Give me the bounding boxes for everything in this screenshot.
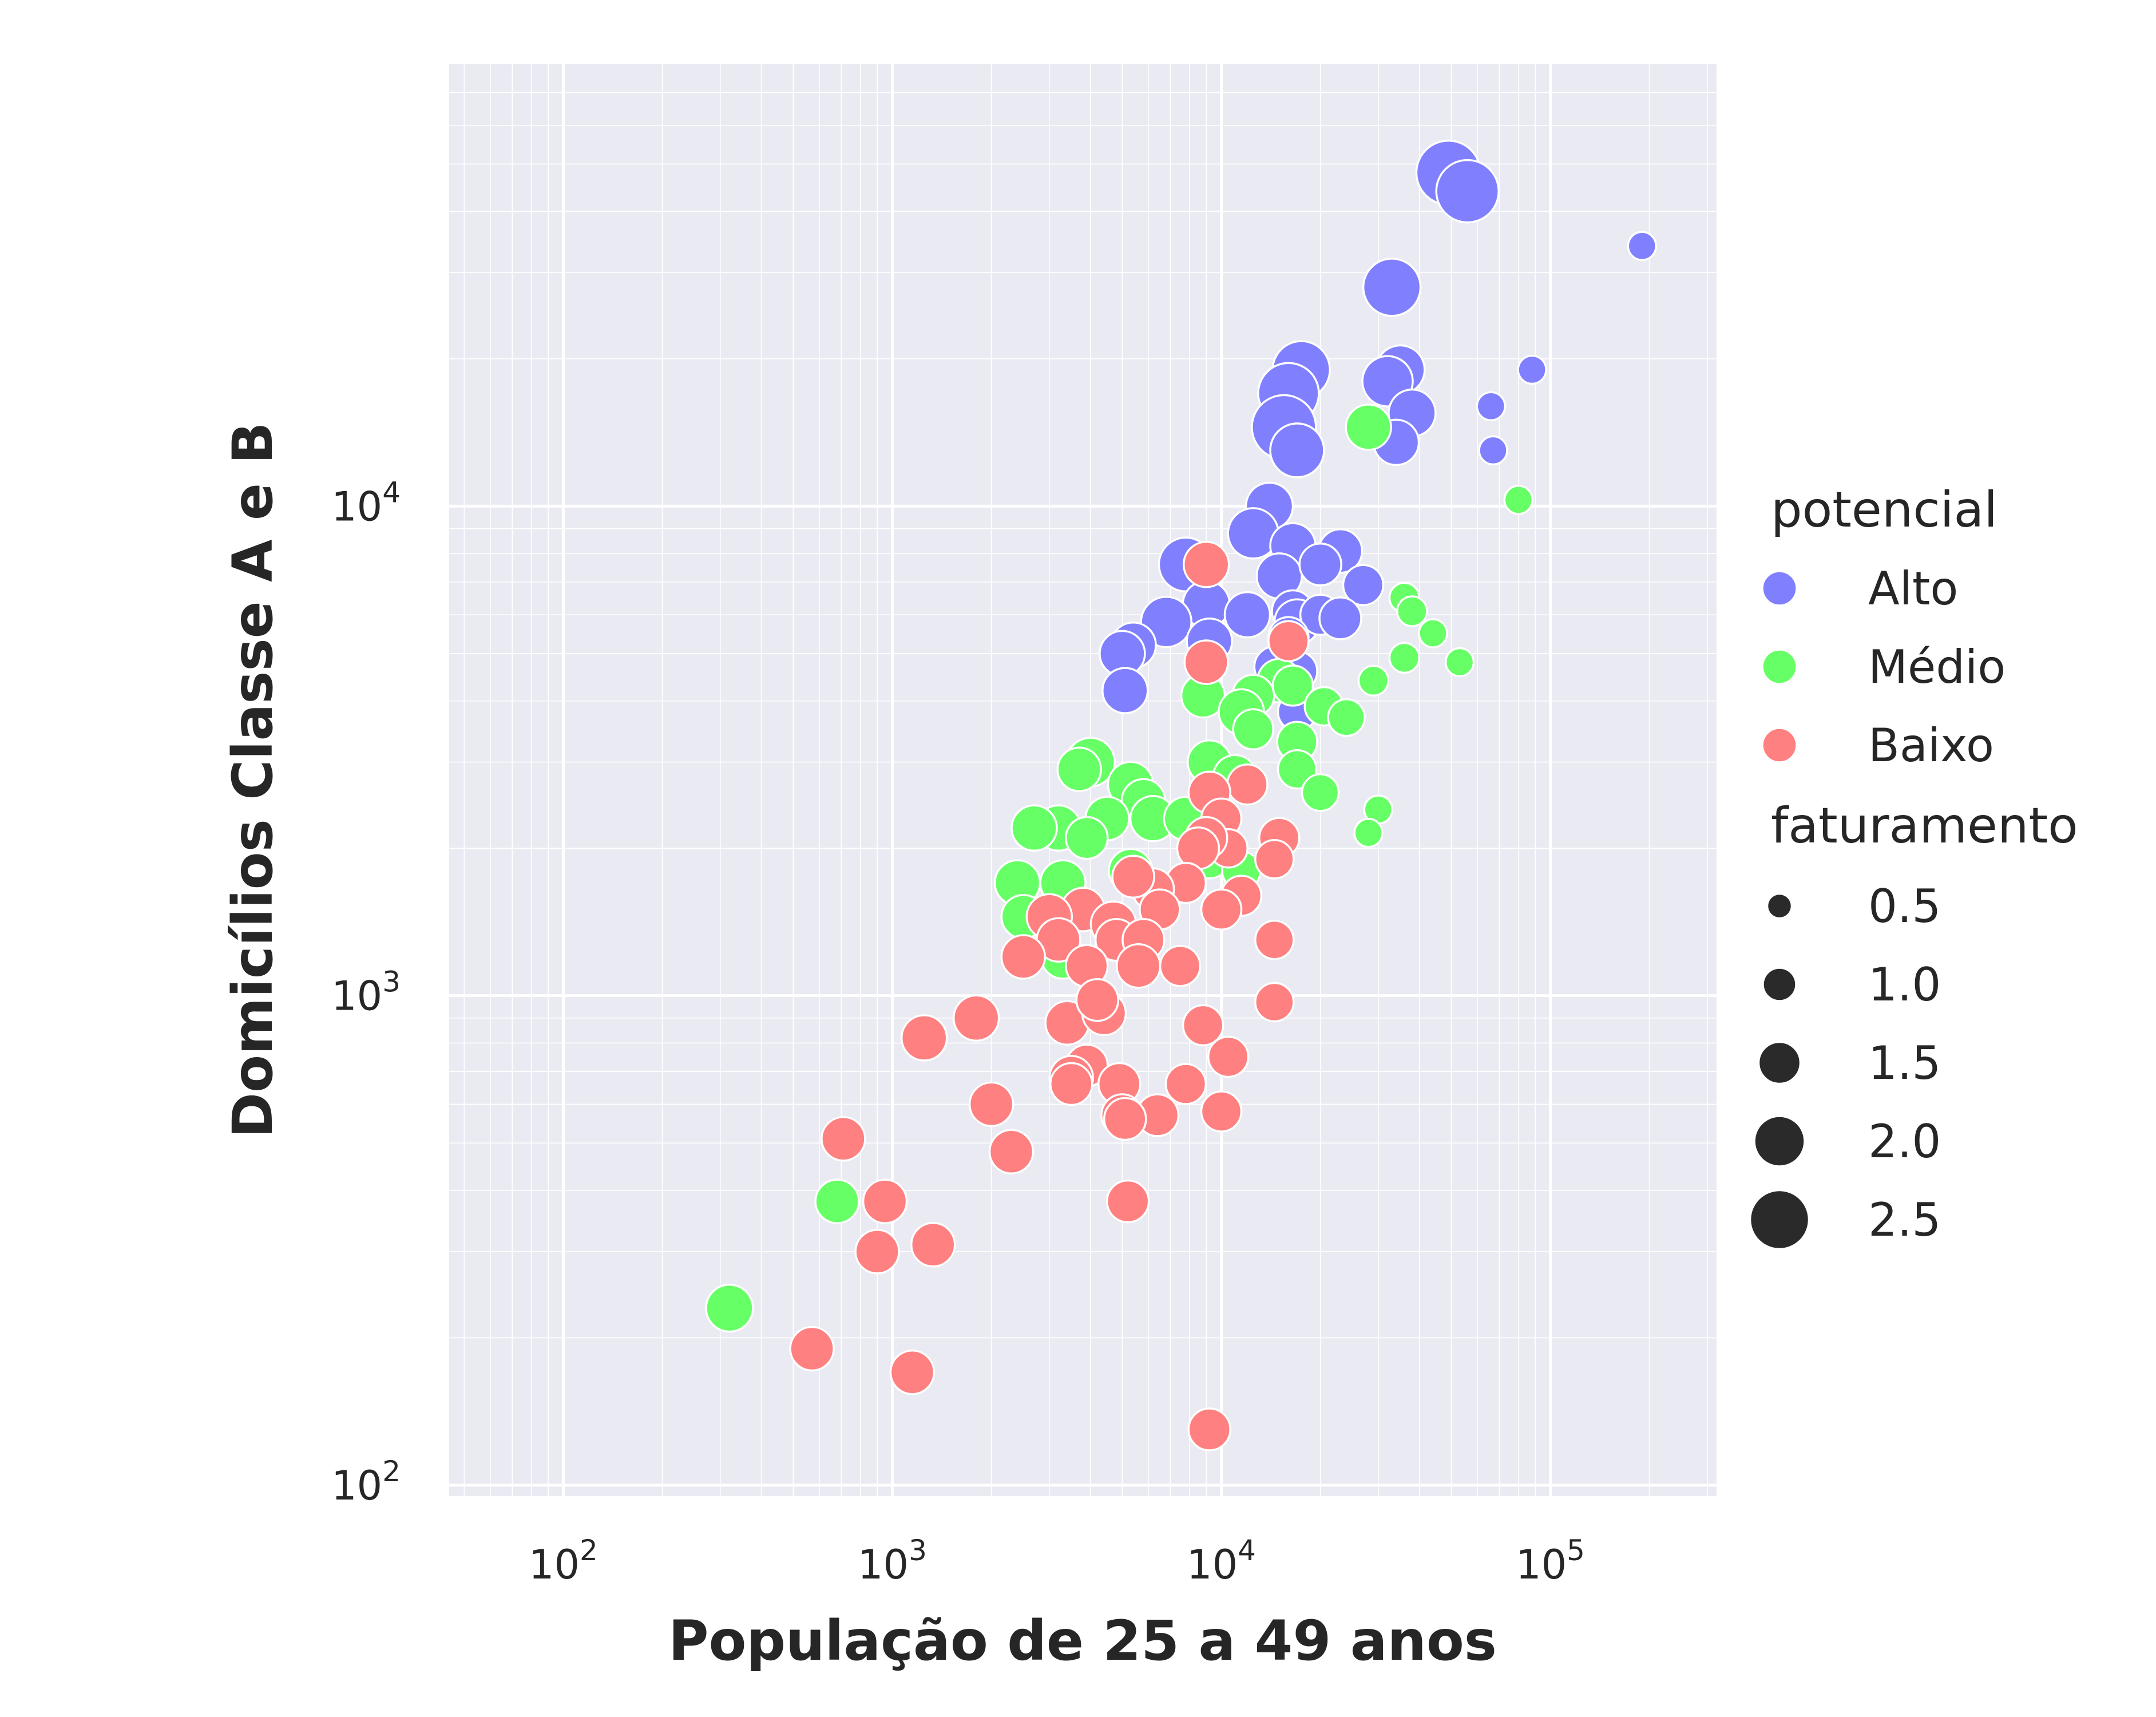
point-medio <box>1345 403 1392 451</box>
legend-size-label-0: 0.5 <box>1868 880 1941 933</box>
y-tick-label: 103 <box>331 966 401 1020</box>
point-baixo <box>854 1229 900 1275</box>
point-baixo <box>900 1014 948 1062</box>
point-baixo <box>789 1326 835 1372</box>
legend-size-label-4: 2.5 <box>1868 1193 1941 1247</box>
point-baixo <box>1105 1179 1150 1224</box>
y-axis-ticks: 102 103 104 <box>331 476 401 1509</box>
legend-label-2: Baixo <box>1868 719 1994 772</box>
legend-size-marker-1 <box>1762 967 1797 1002</box>
point-alto <box>1627 231 1658 262</box>
point-baixo <box>1111 854 1155 899</box>
point-medio <box>1418 618 1448 648</box>
x-tick-label: 105 <box>1516 1534 1585 1588</box>
point-alto <box>1269 422 1325 478</box>
point-baixo <box>910 1221 956 1268</box>
point-alto <box>1101 667 1149 714</box>
legend-size-entries: 0.5 1.0 1.5 2.0 2.5 <box>1749 880 1941 1251</box>
point-baixo <box>1182 541 1230 588</box>
point-baixo <box>1207 1035 1250 1078</box>
point-baixo <box>1226 763 1269 806</box>
point-medio <box>1271 664 1314 707</box>
legend-hue-title: potencial <box>1771 481 1998 539</box>
point-alto <box>1298 543 1342 587</box>
point-medio <box>1396 595 1428 627</box>
point-baixo <box>889 1350 936 1395</box>
x-axis-title: População de 25 a 49 anos <box>668 1609 1497 1673</box>
point-medio <box>1301 773 1340 812</box>
point-baixo <box>1200 1090 1243 1133</box>
point-baixo <box>1183 639 1229 685</box>
point-medio <box>1503 485 1534 515</box>
legend-size-label-2: 1.5 <box>1868 1036 1941 1090</box>
y-tick-label: 102 <box>331 1455 401 1509</box>
point-alto <box>1435 159 1500 224</box>
legend-hue-entries: Alto Médio Baixo <box>1761 562 2006 772</box>
point-baixo <box>862 1178 908 1224</box>
point-alto <box>1478 435 1508 466</box>
legend-size-marker-4 <box>1749 1189 1810 1251</box>
legend-marker-2 <box>1761 727 1798 763</box>
point-baixo <box>1254 982 1295 1023</box>
legend-label-1: Médio <box>1868 640 2006 694</box>
major-gridlines <box>449 64 1717 1496</box>
point-medio <box>1444 647 1475 678</box>
point-medio <box>1010 804 1058 852</box>
point-baixo <box>1115 943 1162 989</box>
point-alto <box>1223 591 1271 639</box>
point-baixo <box>1075 978 1120 1022</box>
point-alto <box>1318 596 1362 640</box>
legend-size-marker-3 <box>1753 1115 1806 1168</box>
point-medio <box>1232 708 1274 751</box>
legend: potencial faturamento Alto Médio Baixo 0.5… <box>1749 481 2078 1251</box>
point-medio <box>1357 664 1390 697</box>
point-medio <box>1327 698 1366 737</box>
point-medio <box>1065 816 1109 860</box>
point-baixo <box>1159 945 1202 987</box>
point-baixo <box>1182 1004 1224 1047</box>
point-alto <box>1362 258 1422 317</box>
y-tick-label: 104 <box>331 476 401 530</box>
point-medio <box>814 1178 860 1224</box>
point-alto <box>1517 354 1547 385</box>
point-baixo <box>1200 888 1243 931</box>
point-alto <box>1476 391 1507 422</box>
point-baixo <box>952 994 1000 1042</box>
legend-marker-0 <box>1761 570 1798 607</box>
x-axis-ticks: 102 103 104 105 <box>529 1534 1585 1588</box>
point-baixo <box>1000 934 1047 980</box>
x-tick-label: 103 <box>858 1534 927 1588</box>
legend-size-marker-2 <box>1757 1041 1802 1085</box>
legend-size-label-3: 2.0 <box>1868 1115 1941 1168</box>
point-baixo <box>1164 1063 1207 1105</box>
x-tick-label: 102 <box>529 1534 598 1588</box>
point-baixo <box>821 1116 866 1162</box>
data-points <box>705 139 1658 1451</box>
point-medio <box>705 1283 754 1333</box>
legend-marker-1 <box>1761 648 1798 685</box>
legend-label-0: Alto <box>1868 562 1958 615</box>
point-baixo <box>1254 919 1295 960</box>
legend-size-label-1: 1.0 <box>1868 958 1941 1011</box>
point-baixo <box>968 1081 1014 1127</box>
point-alto <box>1342 564 1385 606</box>
x-tick-label: 104 <box>1187 1534 1256 1588</box>
point-baixo <box>1254 839 1295 880</box>
legend-size-marker-0 <box>1766 892 1793 920</box>
point-medio <box>1388 642 1421 674</box>
y-axis-title: Domicílios Classe A e B <box>221 422 285 1138</box>
point-baixo <box>1049 1062 1093 1106</box>
legend-size-title: faturamento <box>1771 797 2078 854</box>
point-medio <box>1056 746 1102 792</box>
point-medio <box>1353 818 1384 848</box>
point-baixo <box>1103 1097 1147 1141</box>
point-baixo <box>988 1129 1035 1175</box>
point-baixo <box>1267 620 1310 662</box>
point-baixo <box>1187 1407 1231 1451</box>
